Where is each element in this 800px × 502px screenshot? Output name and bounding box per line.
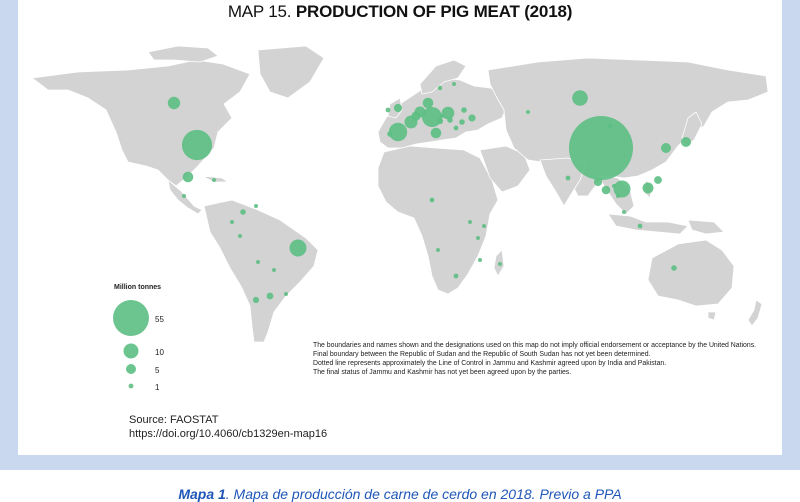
- production-bubble: [498, 262, 502, 266]
- source-label: Source: FAOSTAT: [129, 414, 219, 426]
- production-bubble: [593, 177, 603, 187]
- land-masses: [31, 45, 769, 343]
- land-canada-arctic: [147, 45, 219, 63]
- land-tasmania: [707, 311, 717, 321]
- land-scandinavia: [419, 59, 467, 95]
- production-bubble: [411, 111, 421, 121]
- legend-bubble: [113, 300, 149, 336]
- production-bubble: [240, 209, 246, 215]
- land-africa: [377, 145, 499, 295]
- production-bubble: [182, 194, 186, 198]
- production-bubble: [447, 117, 453, 123]
- production-bubble: [526, 110, 530, 114]
- production-bubble: [284, 292, 288, 296]
- production-bubble: [167, 96, 181, 110]
- disclaimer-line: Final boundary between the Republic of S…: [313, 351, 651, 359]
- legend-label-1: 1: [155, 383, 160, 392]
- caption-text: . Mapa de producción de carne de cerdo e…: [225, 486, 622, 502]
- production-bubble: [612, 184, 616, 188]
- production-bubble: [468, 220, 472, 224]
- map-title: MAP 15. PRODUCTION OF PIG MEAT (2018): [18, 2, 782, 22]
- production-bubble: [437, 85, 443, 91]
- production-bubble: [565, 175, 571, 181]
- disclaimer-line: Dotted line represents approximately the…: [313, 360, 667, 368]
- legend-label-10: 10: [155, 348, 164, 357]
- production-bubble: [256, 260, 260, 264]
- production-bubble: [601, 185, 611, 195]
- production-bubble: [422, 107, 442, 127]
- production-bubble: [608, 124, 612, 128]
- land-north-america: [31, 59, 251, 187]
- source-url[interactable]: https://doi.org/10.4060/cb1329en-map16: [129, 428, 328, 440]
- production-bubble: [671, 265, 677, 271]
- land-asia: [487, 57, 769, 197]
- production-bubble: [440, 114, 444, 118]
- disclaimer-line: The final status of Jammu and Kashmir ha…: [313, 369, 572, 377]
- production-bubble: [681, 137, 691, 147]
- production-bubble: [393, 103, 403, 113]
- production-bubble: [478, 258, 482, 262]
- production-bubble: [654, 176, 662, 184]
- production-bubble: [468, 114, 476, 122]
- production-bubble: [453, 125, 459, 131]
- production-bubble: [289, 239, 307, 257]
- legend-label-55: 55: [155, 315, 164, 324]
- production-bubble: [441, 106, 455, 120]
- production-bubble: [436, 117, 444, 125]
- world-map: [31, 45, 769, 389]
- production-bubble: [661, 143, 671, 153]
- production-bubble: [476, 236, 480, 240]
- production-bubble: [452, 82, 456, 86]
- disclaimer-text: The boundaries and names shown and the d…: [313, 341, 763, 377]
- legend-bubbles: [113, 300, 149, 389]
- production-bubble: [429, 197, 435, 203]
- production-bubble: [642, 182, 654, 194]
- production-bubble: [453, 273, 459, 279]
- map-panel: MAP 15. PRODUCTION OF PIG MEAT (2018): [18, 0, 782, 455]
- production-bubble: [388, 122, 408, 142]
- land-greenland: [257, 45, 325, 99]
- legend-title: Million tonnes: [114, 284, 162, 291]
- production-bubble: [238, 234, 242, 238]
- production-bubble: [430, 127, 442, 139]
- legend-bubble: [128, 383, 134, 389]
- production-bubble: [637, 223, 643, 229]
- legend-bubble: [126, 364, 136, 374]
- production-bubble: [616, 194, 620, 198]
- production-bubble: [181, 129, 213, 161]
- production-bubble: [182, 171, 194, 183]
- production-bubble: [387, 131, 393, 137]
- production-bubble: [272, 268, 276, 272]
- land-new-zealand: [747, 299, 763, 327]
- production-bubbles: [167, 82, 691, 304]
- map-title-main: PRODUCTION OF PIG MEAT (2018): [295, 2, 573, 21]
- land-indonesia: [607, 213, 689, 235]
- legend-bubble: [123, 343, 139, 359]
- production-bubble: [422, 97, 434, 109]
- production-bubble: [622, 210, 626, 214]
- production-bubble: [459, 119, 465, 125]
- source-block: Source: FAOSTAT https://doi.org/10.4060/…: [129, 413, 327, 441]
- map-title-prefix: MAP 15.: [227, 2, 292, 21]
- production-bubble: [252, 296, 260, 304]
- caption-label: Mapa 1: [178, 486, 226, 502]
- production-bubble: [385, 107, 391, 113]
- production-bubble: [254, 204, 258, 208]
- land-middle-east: [479, 145, 531, 193]
- land-australia: [647, 239, 735, 307]
- production-bubble: [266, 292, 274, 300]
- legend-label-5: 5: [155, 366, 160, 375]
- production-bubble: [572, 90, 588, 106]
- production-bubble: [613, 180, 631, 198]
- land-south-america: [203, 199, 319, 343]
- production-bubble: [230, 220, 234, 224]
- figure-caption: Mapa 1. Mapa de producción de carne de c…: [0, 486, 800, 502]
- production-bubble: [461, 107, 467, 113]
- land-new-guinea: [687, 219, 725, 235]
- production-bubble: [482, 224, 486, 228]
- production-bubble: [212, 178, 216, 182]
- production-bubble: [569, 116, 633, 180]
- disclaimer-line: The boundaries and names shown and the d…: [313, 342, 757, 349]
- production-bubble: [436, 248, 440, 252]
